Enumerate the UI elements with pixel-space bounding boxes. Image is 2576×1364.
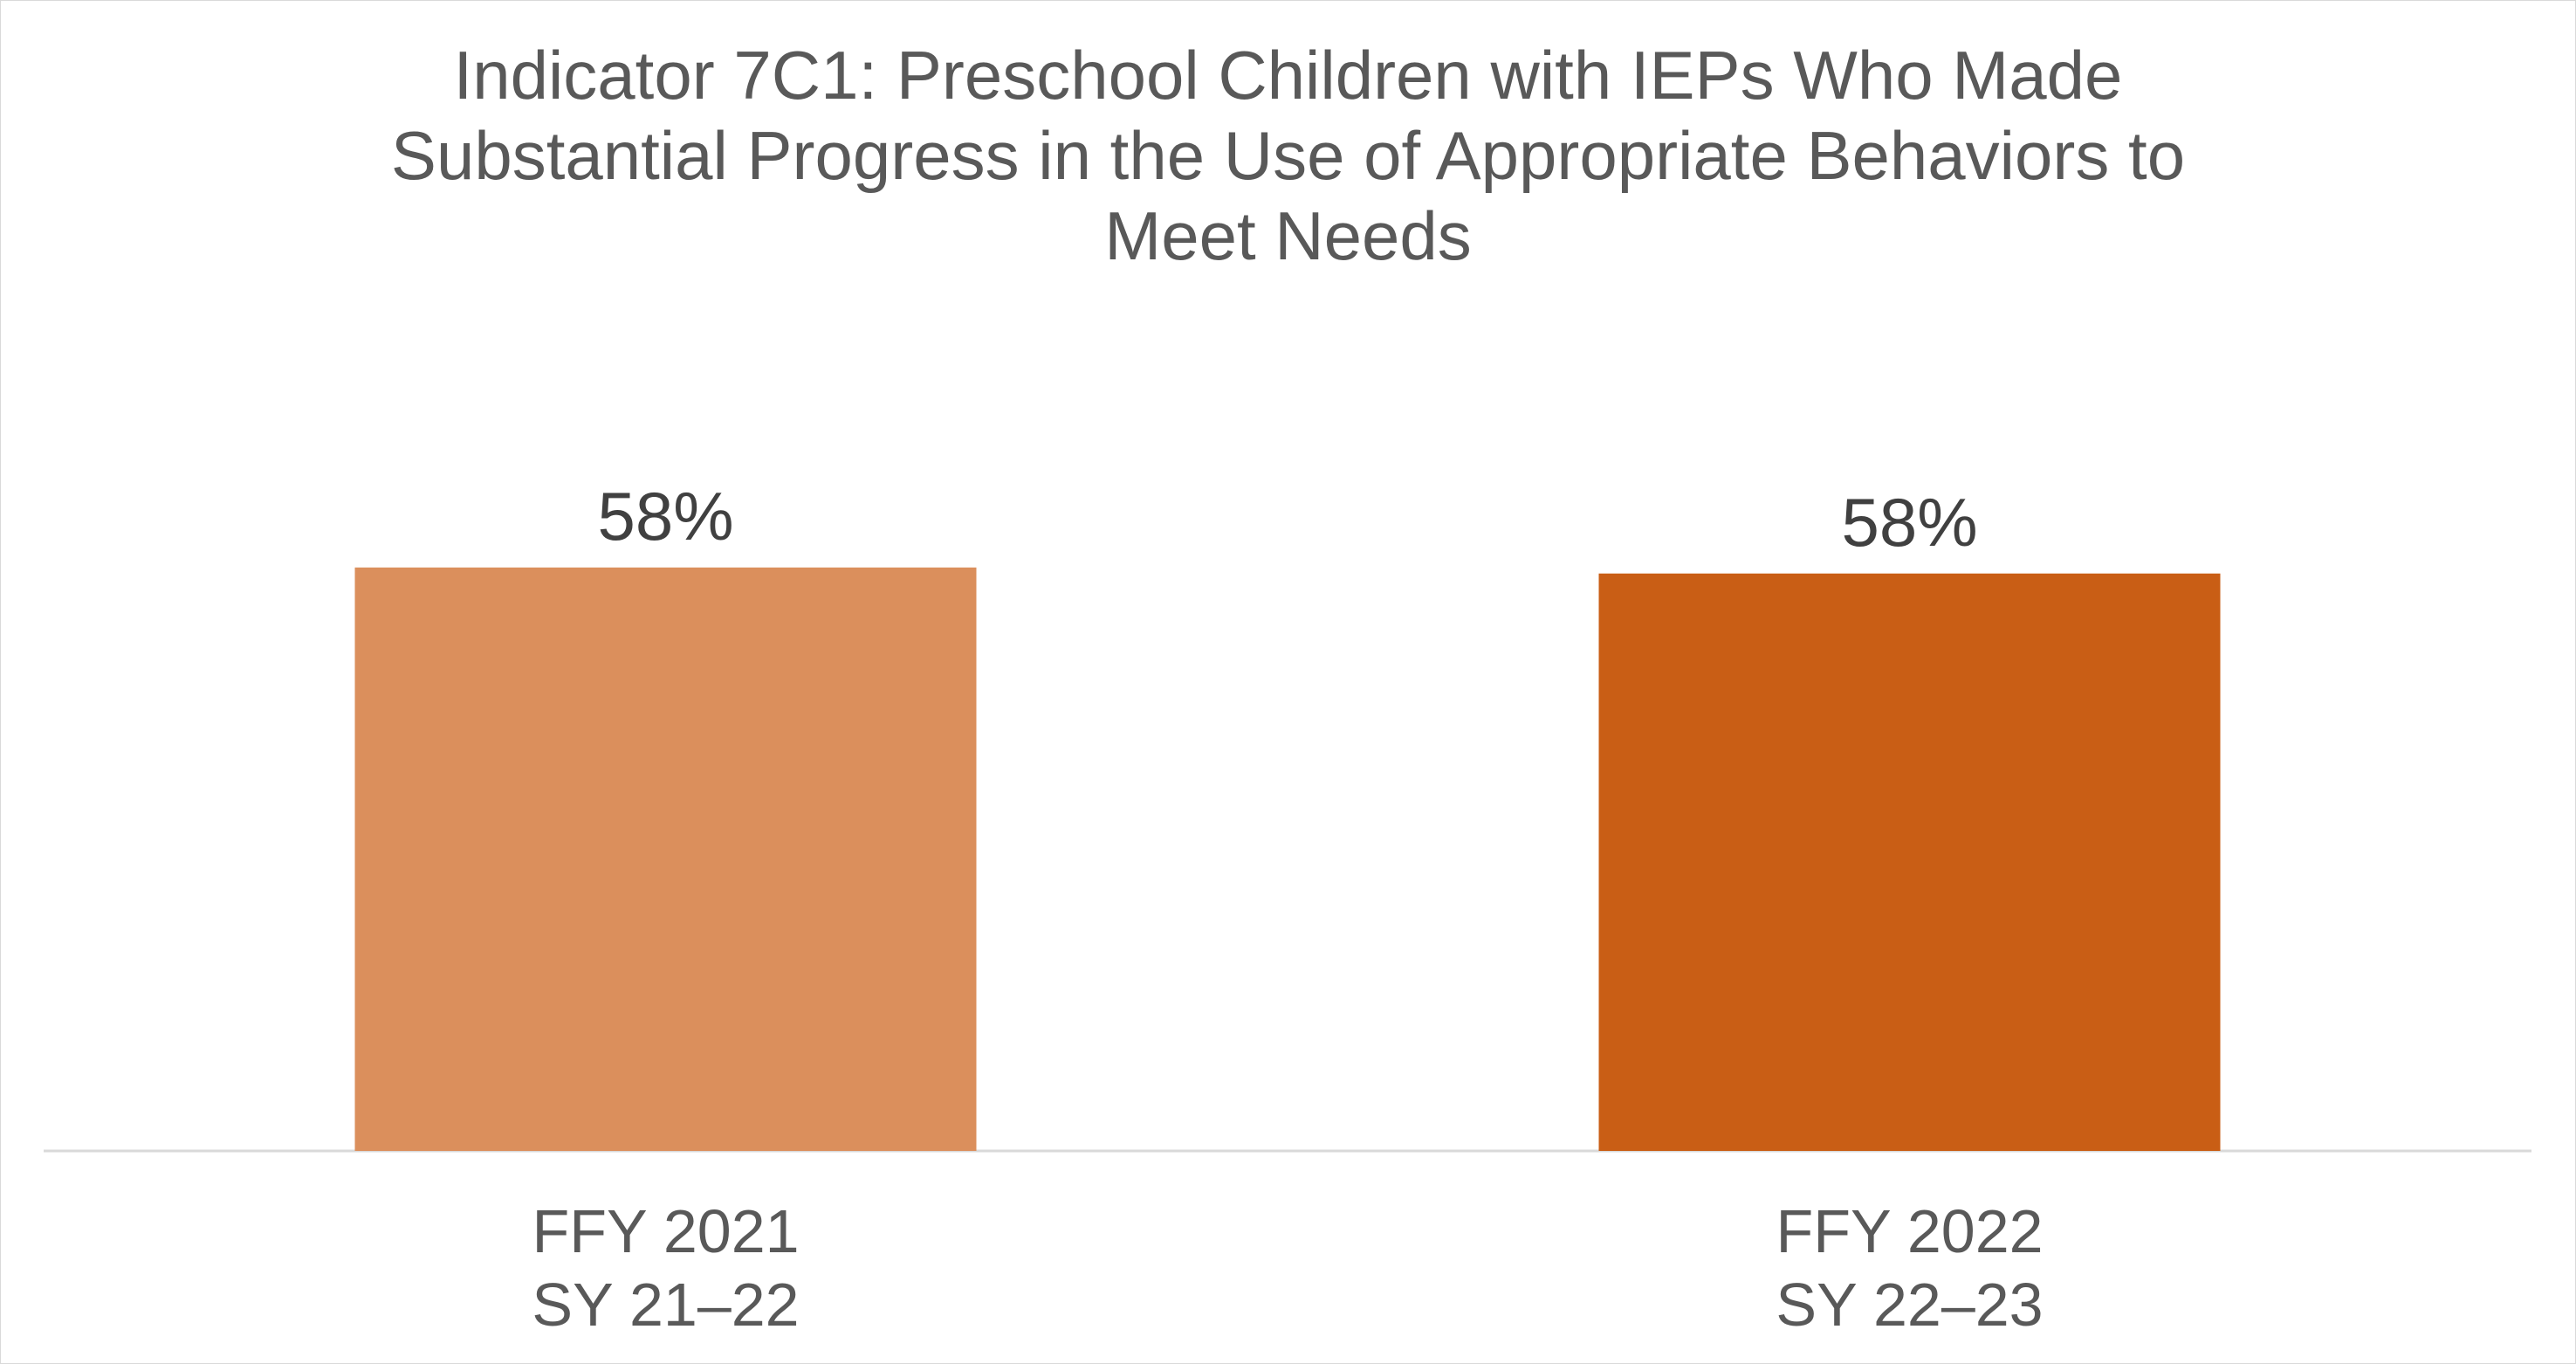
category-label-2-line-1: FFY 2022: [1776, 1197, 2043, 1265]
data-label-1: 58%: [597, 478, 733, 555]
chart-title-line-3: Meet Needs: [1104, 197, 1472, 274]
data-label-2: 58%: [1841, 484, 1977, 561]
category-label-2-line-2: SY 22–23: [1776, 1271, 2043, 1339]
chart-title-line-1: Indicator 7C1: Preschool Children with I…: [453, 37, 2123, 114]
chart-title: Indicator 7C1: Preschool Children with I…: [0, 35, 2576, 276]
bar-2: [1598, 573, 2221, 1151]
bar-1: [354, 567, 977, 1151]
category-label-1-line-1: FFY 2021: [532, 1197, 799, 1265]
category-label-1-line-2: SY 21–22: [532, 1271, 799, 1339]
chart-title-line-2: Substantial Progress in the Use of Appro…: [390, 117, 2186, 194]
